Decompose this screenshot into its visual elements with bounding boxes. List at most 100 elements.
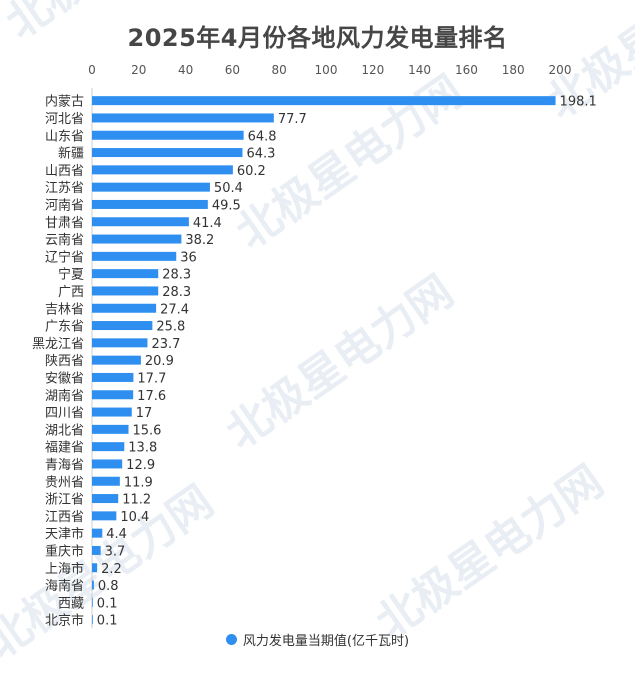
- data-label: 49.5: [212, 198, 241, 213]
- x-axis: 0 20 40 60 80 100 120 140 160 180 200: [88, 63, 572, 629]
- y-axis-category-labels: 内蒙古河北省山东省新疆山西省江苏省河南省甘肃省云南省辽宁省宁夏广西吉林省广东省黑…: [32, 94, 84, 629]
- category-label: 山东省: [45, 129, 84, 144]
- bar[interactable]: [92, 130, 244, 140]
- bar[interactable]: [92, 494, 119, 504]
- category-label: 广西: [58, 285, 84, 300]
- bar[interactable]: [92, 303, 157, 313]
- x-tick-label: 160: [455, 63, 478, 77]
- bar[interactable]: [92, 372, 134, 382]
- bar[interactable]: [92, 338, 148, 348]
- category-label: 天津市: [45, 526, 84, 542]
- bar[interactable]: [92, 615, 93, 625]
- category-label: 黑龙江省: [32, 337, 84, 352]
- category-label: 内蒙古: [45, 94, 84, 110]
- data-label: 38.2: [185, 233, 214, 248]
- category-label: 上海市: [45, 561, 84, 577]
- data-label: 0.8: [98, 579, 119, 594]
- bar-series: [92, 96, 556, 625]
- data-label: 17.7: [137, 371, 166, 386]
- legend-label: 风力发电量当期值(亿千瓦时): [242, 634, 410, 649]
- data-label: 28.3: [162, 285, 191, 300]
- data-label: 3.7: [105, 544, 126, 559]
- watermark-text: 北极星电力网: [227, 66, 473, 259]
- bar[interactable]: [92, 199, 208, 209]
- data-label: 15.6: [133, 423, 162, 438]
- category-label: 河北省: [45, 112, 84, 127]
- data-label: 64.8: [248, 129, 277, 144]
- bar[interactable]: [92, 217, 189, 227]
- data-label: 36: [180, 250, 197, 265]
- category-label: 重庆市: [45, 543, 84, 559]
- bar[interactable]: [92, 234, 182, 244]
- x-tick-label: 20: [131, 63, 146, 77]
- category-label: 陕西省: [45, 354, 84, 369]
- bar[interactable]: [92, 321, 153, 331]
- bar[interactable]: [92, 597, 93, 607]
- data-label: 4.4: [106, 527, 127, 542]
- bar[interactable]: [92, 148, 243, 158]
- category-label: 宁夏: [58, 267, 84, 283]
- data-label: 64.3: [246, 147, 275, 162]
- category-label: 湖北省: [45, 423, 84, 438]
- category-label: 海南省: [45, 578, 84, 594]
- bar[interactable]: [92, 407, 132, 417]
- bar[interactable]: [92, 113, 274, 123]
- bar[interactable]: [92, 96, 556, 106]
- category-label: 江苏省: [45, 180, 84, 196]
- category-label: 广东省: [45, 320, 84, 335]
- bar[interactable]: [92, 286, 159, 296]
- x-tick-label: 200: [549, 63, 572, 77]
- data-label: 0.1: [97, 596, 118, 611]
- category-label: 安徽省: [45, 371, 84, 386]
- data-label: 23.7: [151, 337, 180, 352]
- category-label: 甘肃省: [45, 216, 84, 231]
- category-label: 贵州省: [45, 475, 84, 490]
- bar[interactable]: [92, 182, 210, 192]
- bar[interactable]: [92, 355, 141, 365]
- data-label: 13.8: [128, 441, 157, 456]
- bar[interactable]: [92, 390, 134, 400]
- data-labels: 198.1 77.764.8 64.3 60.2 50.4 49.5 41.4 38.2 36 2…: [97, 95, 597, 629]
- bar[interactable]: [92, 165, 233, 175]
- bar[interactable]: [92, 269, 159, 279]
- x-tick-label: 100: [315, 63, 338, 77]
- data-label: 28.3: [162, 268, 191, 283]
- bar[interactable]: [92, 563, 98, 573]
- legend[interactable]: 风力发电量当期值(亿千瓦时): [0, 630, 635, 649]
- data-label: 198.1: [560, 95, 597, 110]
- x-tick-label: 180: [502, 63, 525, 77]
- category-label: 北京市: [45, 613, 84, 629]
- bar[interactable]: [92, 424, 129, 434]
- data-label: 77.7: [278, 112, 307, 127]
- bar[interactable]: [92, 528, 103, 538]
- x-tick-label: 120: [361, 63, 384, 77]
- data-label: 11.9: [124, 475, 153, 490]
- bar[interactable]: [92, 459, 123, 469]
- x-tick-label: 40: [178, 63, 193, 77]
- category-label: 云南省: [45, 232, 84, 248]
- category-label: 西藏: [58, 596, 84, 611]
- data-label: 20.9: [145, 354, 174, 369]
- x-tick-label: 140: [408, 63, 431, 77]
- chart-title: 2025年4月份各地风力发电量排名: [127, 24, 508, 52]
- category-label: 福建省: [45, 441, 84, 456]
- data-label: 2.2: [101, 562, 122, 577]
- data-label: 50.4: [214, 181, 243, 196]
- x-tick-label: 80: [272, 63, 287, 77]
- data-label: 0.1: [97, 614, 118, 629]
- data-label: 25.8: [156, 320, 185, 335]
- category-label: 辽宁省: [45, 249, 84, 265]
- bar[interactable]: [92, 251, 177, 261]
- bar[interactable]: [92, 476, 120, 486]
- bar[interactable]: [92, 545, 101, 555]
- data-label: 12.9: [126, 458, 155, 473]
- x-tick-label: 0: [88, 63, 96, 77]
- data-label: 27.4: [160, 302, 189, 317]
- data-label: 11.2: [122, 493, 151, 508]
- bar[interactable]: [92, 580, 94, 590]
- bar[interactable]: [92, 511, 117, 521]
- bar[interactable]: [92, 442, 125, 452]
- category-label: 四川省: [45, 406, 84, 421]
